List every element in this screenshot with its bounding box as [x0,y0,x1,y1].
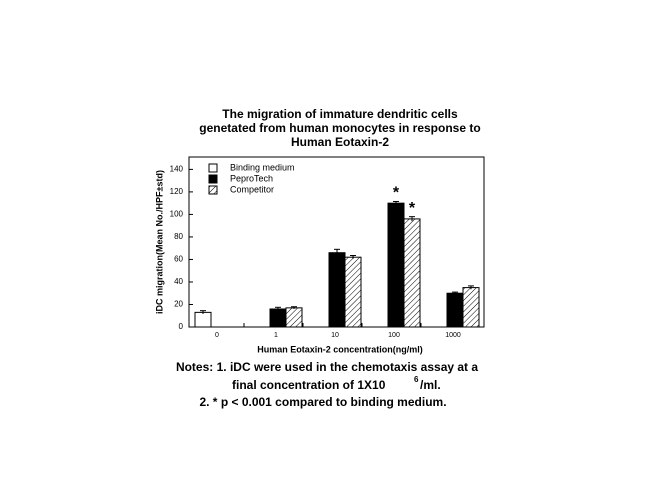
bar [462,287,480,328]
y-tick-label: 140 [170,164,184,173]
y-tick-label: 40 [174,277,183,286]
note: final concentration of 1X10 [232,378,386,392]
chart-title: The migration of immature dendritic cell… [222,107,458,121]
x-tick-label: 100 [388,332,400,339]
legend-swatch [208,174,218,184]
annotation: * [393,185,400,202]
bar [285,307,303,328]
chart-title: genetated from human monocytes in respon… [199,121,480,135]
y-tick-label: 80 [174,232,183,241]
note-superscript: 6 [414,375,419,384]
x-tick-label: 10 [331,332,339,339]
bar [328,252,346,328]
y-tick-label: 60 [174,255,183,264]
bar [403,218,421,328]
bar [194,311,212,328]
chart-title: Human Eotaxin-2 [291,135,389,149]
y-tick-label: 0 [179,322,184,331]
note: /ml. [420,378,441,392]
legend-swatch [208,185,218,195]
bar [344,256,362,328]
bar [446,292,464,328]
x-tick-label: 1 [274,332,278,339]
x-tick-label: 0 [215,332,219,339]
y-tick-label: 120 [170,187,184,196]
bar [269,308,287,328]
annotation: * [409,200,416,217]
x-axis-label: Human Eotaxin-2 concentration(ng/ml) [257,344,423,354]
legend-label: Binding medium [230,162,295,172]
note: Notes: 1. iDC were used in the chemotaxi… [176,360,478,374]
note: 2. * p < 0.001 compared to binding mediu… [199,395,446,409]
bar [387,202,405,328]
x-tick-label: 1000 [445,332,461,339]
y-tick-label: 100 [170,210,184,219]
legend-label: PeproTech [230,173,273,183]
y-axis-label: iDC migration(Mean No./HPF±std) [154,170,164,314]
legend-label: Competitor [230,184,274,194]
legend-swatch [208,163,218,173]
y-tick-label: 20 [174,300,183,309]
